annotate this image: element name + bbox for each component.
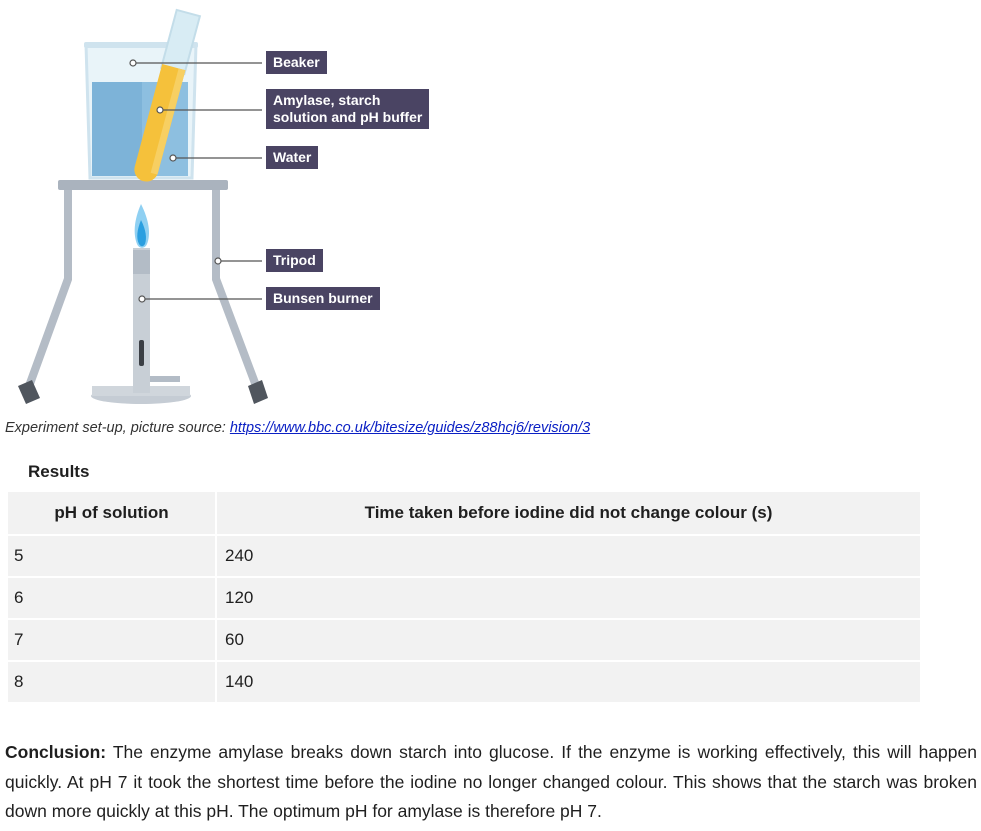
label-beaker: Beaker	[266, 51, 327, 74]
caption-text: Experiment set-up, picture source:	[5, 420, 230, 436]
column-header-ph: pH of solution	[8, 492, 215, 534]
label-tripod: Tripod	[266, 249, 323, 272]
conclusion-paragraph: Conclusion: The enzyme amylase breaks do…	[5, 738, 977, 827]
table-row: 6 120	[8, 578, 920, 618]
label-amylase-solution: Amylase, starch solution and pH buffer	[266, 89, 430, 129]
leader-lines	[129, 59, 262, 303]
test-tube-drawing	[134, 8, 202, 182]
bunsen-burner-drawing	[91, 204, 191, 404]
conclusion-text: The enzyme amylase breaks down starch in…	[5, 742, 977, 821]
table-row: 8 140	[8, 662, 920, 702]
time-cell: 60	[217, 620, 920, 660]
label-bunsen-burner: Bunsen burner	[266, 287, 380, 310]
time-cell: 240	[217, 536, 920, 576]
ph-cell: 7	[8, 620, 215, 660]
tripod-drawing	[18, 180, 268, 404]
ph-cell: 8	[8, 662, 215, 702]
time-cell: 120	[217, 578, 920, 618]
ph-cell: 5	[8, 536, 215, 576]
image-caption: Experiment set-up, picture source: https…	[5, 420, 590, 436]
experiment-illustration	[18, 8, 268, 404]
results-table: pH of solution Time taken before iodine …	[6, 490, 922, 704]
experiment-diagram: Beaker Amylase, starch solution and pH b…	[0, 0, 460, 412]
conclusion-label: Conclusion:	[5, 742, 107, 762]
label-water: Water	[266, 146, 319, 169]
column-header-time: Time taken before iodine did not change …	[217, 492, 920, 534]
table-header-row: pH of solution Time taken before iodine …	[8, 492, 920, 534]
table-row: 7 60	[8, 620, 920, 660]
results-heading: Results	[28, 462, 90, 481]
time-cell: 140	[217, 662, 920, 702]
source-link[interactable]: https://www.bbc.co.uk/bitesize/guides/z8…	[229, 420, 591, 436]
ph-cell: 6	[8, 578, 215, 618]
table-row: 5 240	[8, 536, 920, 576]
